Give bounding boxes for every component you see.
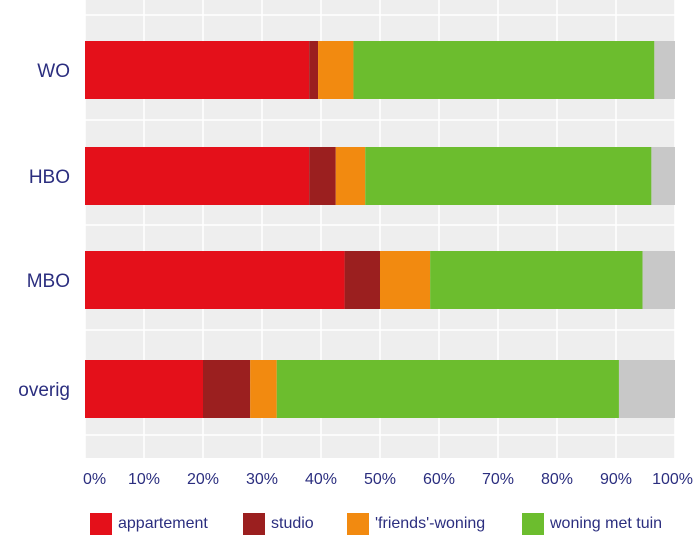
category-label: WO: [37, 61, 70, 82]
bar-wo-series-4: [654, 41, 675, 99]
x-tick-label: 60%: [423, 471, 455, 488]
bars: [85, 41, 675, 418]
x-tick-label: 0%: [83, 471, 106, 488]
category-label: overig: [18, 380, 70, 401]
x-tick-label: 20%: [187, 471, 219, 488]
bar-mbo-series-0: [85, 251, 345, 309]
legend-item: woning met tuin: [522, 513, 662, 535]
x-tick-label: 10%: [128, 471, 160, 488]
bar-hbo-series-0: [85, 147, 310, 205]
category-label: MBO: [27, 271, 70, 292]
bar-hbo-series-3: [365, 147, 652, 205]
x-tick-label: 70%: [482, 471, 514, 488]
bar-hbo-series-1: [309, 147, 336, 205]
legend-label: 'friends'-woning: [375, 515, 486, 532]
x-tick-label: 40%: [305, 471, 337, 488]
category-label: HBO: [29, 167, 70, 188]
legend-item: appartement: [90, 513, 208, 535]
stacked-bar-chart: WO HBO MBO overig 0% 10% 20% 30% 40% 50% 60% 70% 80…: [18, 0, 693, 488]
bar-wo-series-1: [309, 41, 319, 99]
bar-hbo-series-4: [651, 147, 675, 205]
bar-overig-series-0: [85, 360, 203, 418]
bar-mbo-series-4: [642, 251, 675, 309]
category-labels: WO HBO MBO overig: [18, 61, 70, 401]
bar-overig-series-4: [618, 360, 675, 418]
legend-label: appartement: [118, 515, 208, 532]
legend-swatch: [347, 513, 369, 535]
bar-overig-series-3: [276, 360, 619, 418]
legend-swatch: [90, 513, 112, 535]
bar-hbo-series-2: [335, 147, 366, 205]
bar-mbo-series-1: [344, 251, 380, 309]
legend: appartement studio 'friends'-woning woning …: [0, 505, 695, 539]
bar-wo-series-2: [318, 41, 354, 99]
bar-mbo-series-3: [430, 251, 643, 309]
bar-overig-series-2: [250, 360, 277, 418]
x-tick-label: 100%: [652, 471, 693, 488]
legend-item: 'friends'-woning: [347, 513, 485, 535]
bar-wo-series-0: [85, 41, 310, 99]
legend-label: studio: [271, 515, 314, 532]
bar-mbo-series-2: [380, 251, 431, 309]
legend-swatch: [243, 513, 265, 535]
x-tick-label: 80%: [541, 471, 573, 488]
legend-item: studio: [243, 513, 314, 535]
x-axis-ticks: 0% 10% 20% 30% 40% 50% 60% 70% 80% 90% 100%: [83, 471, 693, 488]
x-tick-label: 30%: [246, 471, 278, 488]
bar-overig-series-1: [203, 360, 251, 418]
legend-label: woning met tuin: [550, 515, 663, 532]
x-tick-label: 50%: [364, 471, 396, 488]
x-tick-label: 90%: [600, 471, 632, 488]
legend-swatch: [522, 513, 544, 535]
bar-wo-series-3: [353, 41, 655, 99]
